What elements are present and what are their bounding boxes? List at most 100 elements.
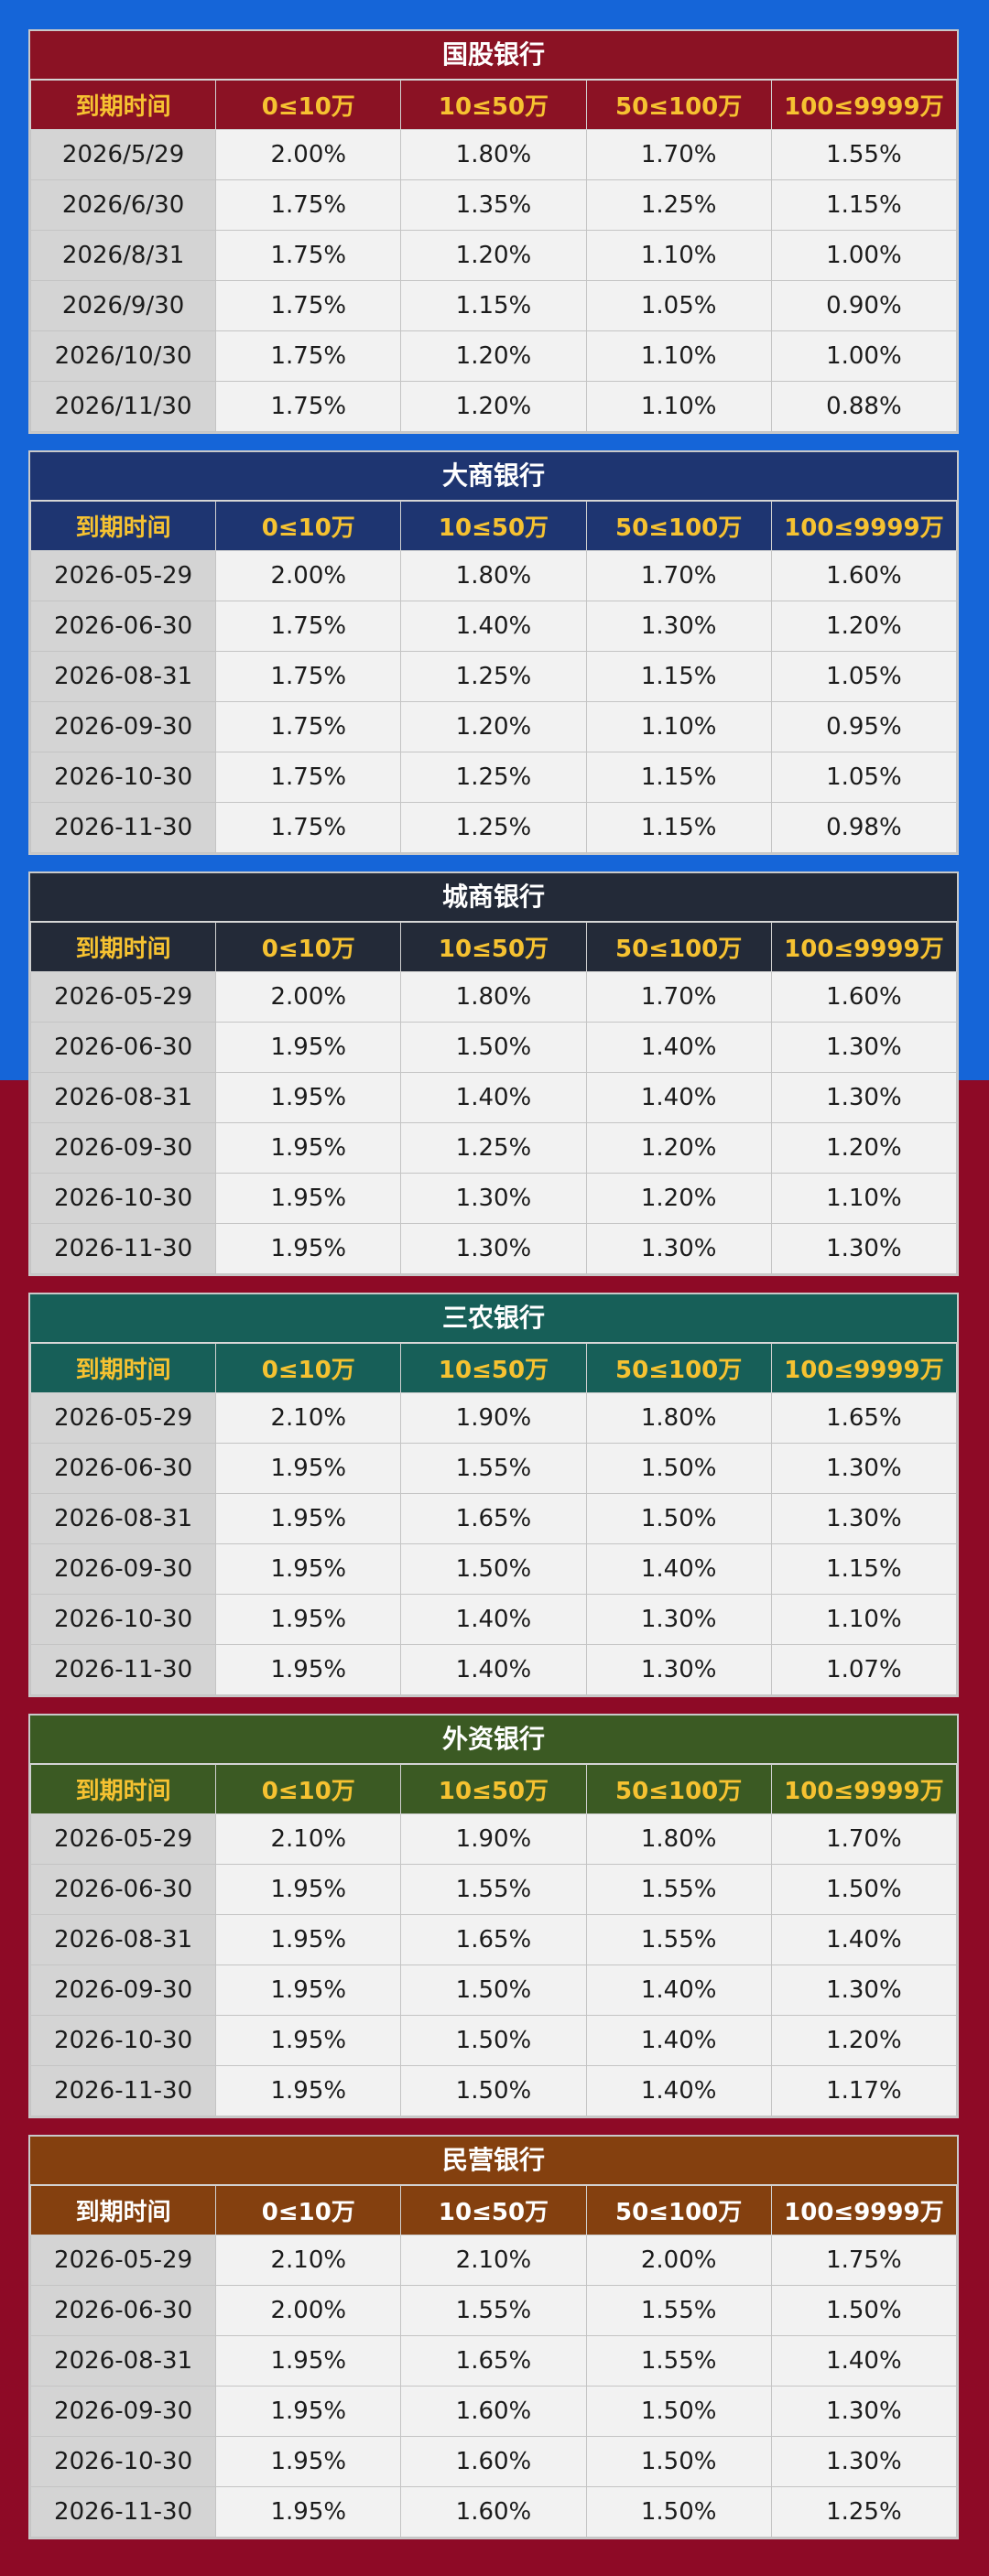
column-header: 100≤9999万 xyxy=(770,1343,958,1393)
column-header: 10≤50万 xyxy=(400,1764,587,1814)
bank-title: 国股银行 xyxy=(30,31,957,80)
bank-title: 城商银行 xyxy=(30,873,957,922)
table-row: 2026/8/31 1.75% 1.20% 1.10% 1.00% xyxy=(29,230,958,281)
maturity-date-cell: 2026-10-30 xyxy=(29,2015,217,2066)
table-row: 2026-09-30 1.95% 1.25% 1.20% 1.20% xyxy=(29,1122,958,1174)
column-header: 到期时间 xyxy=(29,2185,217,2235)
rate-cell: 1.25% xyxy=(400,752,587,803)
rate-cell: 1.95% xyxy=(215,1443,402,1494)
maturity-date-cell: 2026-05-29 xyxy=(29,971,217,1023)
column-header: 到期时间 xyxy=(29,1343,217,1393)
table-row: 2026-11-30 1.95% 1.40% 1.30% 1.07% xyxy=(29,1644,958,1695)
rate-cell: 1.55% xyxy=(585,2335,772,2387)
rate-cell: 1.55% xyxy=(585,1914,772,1965)
rate-cell: 1.50% xyxy=(585,2436,772,2487)
table-row: 2026-10-30 1.75% 1.25% 1.15% 1.05% xyxy=(29,752,958,803)
rate-cell: 1.50% xyxy=(400,1964,587,2016)
rate-cell: 2.00% xyxy=(215,2285,402,2336)
rate-cell: 1.20% xyxy=(770,2015,958,2066)
rate-cell: 1.60% xyxy=(400,2386,587,2437)
table-row: 2026-11-30 1.95% 1.60% 1.50% 1.25% xyxy=(29,2486,958,2538)
column-header: 到期时间 xyxy=(29,1764,217,1814)
table-row: 2026-06-30 1.95% 1.55% 1.50% 1.30% xyxy=(29,1443,958,1494)
maturity-date-cell: 2026-11-30 xyxy=(29,2486,217,2538)
rate-cell: 1.60% xyxy=(400,2436,587,2487)
rate-cell: 2.10% xyxy=(215,1392,402,1444)
rate-cell: 1.95% xyxy=(215,1122,402,1174)
rate-cell: 1.80% xyxy=(585,1813,772,1865)
rate-cell: 1.95% xyxy=(215,2335,402,2387)
rate-cell: 1.70% xyxy=(770,1813,958,1865)
bank-table-block: 国股银行 到期时间 0≤10万 10≤50万 50≤100万 100≤9999万 2026/… xyxy=(28,29,959,434)
rate-cell: 1.50% xyxy=(585,2386,772,2437)
maturity-date-cell: 2026/10/30 xyxy=(29,330,217,382)
table-header-row: 到期时间 0≤10万 10≤50万 50≤100万 100≤9999万 xyxy=(29,1343,958,1393)
rate-cell: 0.98% xyxy=(770,802,958,853)
rate-cell: 1.75% xyxy=(215,752,402,803)
table-row: 2026-08-31 1.95% 1.65% 1.55% 1.40% xyxy=(29,2335,958,2387)
rate-cell: 1.75% xyxy=(215,179,402,231)
rate-cell: 1.60% xyxy=(770,971,958,1023)
rate-cell: 1.40% xyxy=(400,1644,587,1695)
rate-cell: 1.40% xyxy=(770,1914,958,1965)
rate-cell: 0.95% xyxy=(770,701,958,752)
rate-cell: 2.00% xyxy=(585,2235,772,2286)
rate-cell: 1.95% xyxy=(215,2386,402,2437)
rate-cell: 1.90% xyxy=(400,1813,587,1865)
table-row: 2026-05-29 2.00% 1.80% 1.70% 1.60% xyxy=(29,971,958,1023)
rate-cell: 1.50% xyxy=(770,1864,958,1915)
rate-cell: 2.10% xyxy=(215,1813,402,1865)
table-row: 2026-09-30 1.75% 1.20% 1.10% 0.95% xyxy=(29,701,958,752)
maturity-date-cell: 2026/6/30 xyxy=(29,179,217,231)
column-header: 0≤10万 xyxy=(215,1343,402,1393)
table-row: 2026/6/30 1.75% 1.35% 1.25% 1.15% xyxy=(29,179,958,231)
rate-cell: 1.40% xyxy=(585,2015,772,2066)
rate-cell: 1.40% xyxy=(400,1072,587,1123)
rate-cell: 1.40% xyxy=(585,1964,772,2016)
maturity-date-cell: 2026-10-30 xyxy=(29,1173,217,1224)
rate-cell: 1.75% xyxy=(770,2235,958,2286)
rate-cell: 1.70% xyxy=(585,550,772,601)
table-row: 2026-11-30 1.95% 1.30% 1.30% 1.30% xyxy=(29,1223,958,1274)
rate-cell: 1.75% xyxy=(215,230,402,281)
column-header: 50≤100万 xyxy=(585,922,772,972)
table-header-row: 到期时间 0≤10万 10≤50万 50≤100万 100≤9999万 xyxy=(29,922,958,972)
rate-cell: 1.60% xyxy=(400,2486,587,2538)
rate-cell: 1.30% xyxy=(770,1493,958,1544)
rate-table: 到期时间 0≤10万 10≤50万 50≤100万 100≤9999万 2026/5/29… xyxy=(29,80,958,432)
rate-cell: 1.30% xyxy=(770,2386,958,2437)
rate-cell: 1.30% xyxy=(585,1223,772,1274)
maturity-date-cell: 2026-09-30 xyxy=(29,1543,217,1595)
maturity-date-cell: 2026-11-30 xyxy=(29,2065,217,2116)
rate-cell: 1.10% xyxy=(585,701,772,752)
table-header-row: 到期时间 0≤10万 10≤50万 50≤100万 100≤9999万 xyxy=(29,1764,958,1814)
maturity-date-cell: 2026-08-31 xyxy=(29,1493,217,1544)
rate-cell: 1.70% xyxy=(585,129,772,180)
maturity-date-cell: 2026-08-31 xyxy=(29,651,217,702)
rate-cell: 1.70% xyxy=(585,971,772,1023)
rate-table: 到期时间 0≤10万 10≤50万 50≤100万 100≤9999万 2026-05-2… xyxy=(29,922,958,1274)
table-row: 2026-06-30 1.95% 1.55% 1.55% 1.50% xyxy=(29,1864,958,1915)
rate-cell: 1.95% xyxy=(215,1022,402,1073)
column-header: 100≤9999万 xyxy=(770,922,958,972)
table-row: 2026-11-30 1.75% 1.25% 1.15% 0.98% xyxy=(29,802,958,853)
bank-table-block: 民营银行 到期时间 0≤10万 10≤50万 50≤100万 100≤9999万 2026-… xyxy=(28,2135,959,2539)
rate-cell: 1.95% xyxy=(215,2015,402,2066)
table-header-row: 到期时间 0≤10万 10≤50万 50≤100万 100≤9999万 xyxy=(29,501,958,551)
rate-cell: 1.95% xyxy=(215,2065,402,2116)
table-row: 2026-06-30 1.75% 1.40% 1.30% 1.20% xyxy=(29,601,958,652)
table-row: 2026-09-30 1.95% 1.60% 1.50% 1.30% xyxy=(29,2386,958,2437)
rate-cell: 1.40% xyxy=(770,2335,958,2387)
table-row: 2026-05-29 2.10% 2.10% 2.00% 1.75% xyxy=(29,2235,958,2286)
column-header: 50≤100万 xyxy=(585,1764,772,1814)
table-row: 2026/9/30 1.75% 1.15% 1.05% 0.90% xyxy=(29,280,958,331)
column-header: 50≤100万 xyxy=(585,1343,772,1393)
rate-cell: 1.05% xyxy=(770,651,958,702)
rate-cell: 1.55% xyxy=(585,2285,772,2336)
rate-cell: 1.40% xyxy=(585,2065,772,2116)
table-row: 2026-05-29 2.00% 1.80% 1.70% 1.60% xyxy=(29,550,958,601)
maturity-date-cell: 2026-05-29 xyxy=(29,550,217,601)
column-header: 10≤50万 xyxy=(400,501,587,551)
bank-table-block: 三农银行 到期时间 0≤10万 10≤50万 50≤100万 100≤9999万 2026-… xyxy=(28,1293,959,1697)
maturity-date-cell: 2026/8/31 xyxy=(29,230,217,281)
